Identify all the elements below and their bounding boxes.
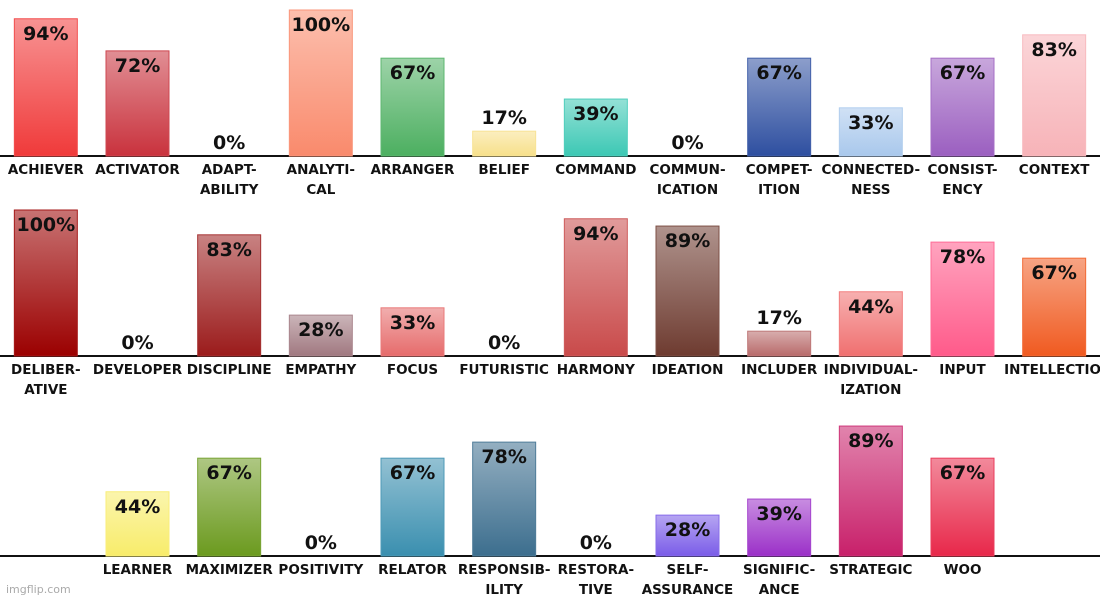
- x-tick-label: MAXIMIZER: [185, 562, 273, 578]
- value-label: 44%: [848, 296, 893, 318]
- x-tick-label: FOCUS: [386, 362, 439, 378]
- bar: [197, 234, 262, 357]
- x-tick-label: STRATEGIC: [829, 562, 913, 578]
- value-label: 0%: [305, 532, 337, 554]
- watermark: imgflip.com: [6, 583, 71, 596]
- value-label: 67%: [940, 462, 985, 484]
- bar: [563, 98, 628, 157]
- bar: [930, 57, 995, 157]
- bar: [288, 9, 353, 157]
- x-tick-label: ACHIEVER: [7, 162, 84, 178]
- value-label: 78%: [481, 446, 526, 468]
- x-tick-label: INDIVIDUAL- IZATION: [823, 362, 919, 398]
- bar: [380, 307, 445, 357]
- value-label: 0%: [488, 332, 520, 354]
- value-label: 72%: [115, 55, 160, 77]
- x-tick-label: INCLUDER: [741, 362, 818, 378]
- value-label: 100%: [16, 214, 75, 236]
- value-label: 17%: [481, 107, 526, 129]
- bar: [380, 57, 445, 157]
- x-tick-label: POSITIVITY: [278, 562, 364, 578]
- x-tick-label: EMPATHY: [285, 362, 357, 378]
- bar: [930, 457, 995, 557]
- bar: [472, 130, 537, 157]
- value-label: 94%: [573, 223, 618, 245]
- value-label: 89%: [665, 230, 710, 252]
- bar: [105, 50, 170, 157]
- value-label: 28%: [298, 319, 343, 341]
- value-label: 83%: [1031, 39, 1076, 61]
- value-label: 78%: [940, 246, 985, 268]
- x-tick-label: ANALYTI- CAL: [286, 162, 355, 198]
- value-label: 0%: [671, 132, 703, 154]
- x-tick-label: DELIBER- ATIVE: [11, 362, 81, 398]
- x-tick-label: IDEATION: [651, 362, 724, 378]
- x-tick-label: INTELLECTION: [1004, 362, 1100, 378]
- value-label: 67%: [390, 62, 435, 84]
- x-tick-label: ACTIVATOR: [95, 162, 180, 178]
- x-tick-label: HARMONY: [556, 362, 635, 378]
- value-label: 89%: [848, 430, 893, 452]
- x-tick-label: CONTEXT: [1018, 162, 1090, 178]
- value-label: 33%: [848, 112, 893, 134]
- x-tick-label: DISCIPLINE: [186, 362, 272, 378]
- bar: [655, 225, 720, 357]
- value-label: 100%: [291, 14, 350, 36]
- value-label: 28%: [665, 519, 710, 541]
- bar: [380, 457, 445, 557]
- bar: [472, 441, 537, 557]
- x-tick-label: INPUT: [939, 362, 986, 378]
- value-label: 0%: [213, 132, 245, 154]
- value-label: 17%: [756, 307, 801, 329]
- x-tick-label: ARRANGER: [370, 162, 455, 178]
- bar: [13, 18, 78, 157]
- bar: [838, 291, 903, 357]
- x-tick-label: RELATOR: [378, 562, 447, 578]
- bar: [13, 209, 78, 357]
- x-tick-label: SIGNIFIC- ANCE: [743, 562, 816, 598]
- x-tick-label: COMMUN- ICATION: [649, 162, 726, 198]
- value-label: 33%: [390, 312, 435, 334]
- value-label: 94%: [23, 23, 68, 45]
- bar: [197, 457, 262, 557]
- bar: [288, 314, 353, 357]
- x-tick-label: CONNECTED- NESS: [821, 162, 921, 198]
- bar: [930, 241, 995, 357]
- bar: [655, 514, 720, 557]
- value-label: 67%: [390, 462, 435, 484]
- value-label: 44%: [115, 496, 160, 518]
- value-label: 67%: [940, 62, 985, 84]
- x-tick-label: SELF- ASSURANCE: [641, 562, 734, 598]
- bar: [838, 425, 903, 557]
- bar: [747, 498, 812, 557]
- x-tick-label: ADAPT- ABILITY: [199, 162, 259, 198]
- x-tick-label: DEVELOPER: [92, 362, 183, 378]
- value-label: 39%: [573, 103, 618, 125]
- x-tick-label: FUTURISTIC: [459, 362, 549, 378]
- value-label: 67%: [1031, 262, 1076, 284]
- bar: [105, 491, 170, 557]
- value-label: 0%: [121, 332, 153, 354]
- value-label: 67%: [206, 462, 251, 484]
- bar: [747, 57, 812, 157]
- value-label: 39%: [756, 503, 801, 525]
- x-tick-label: COMPET- ITION: [745, 162, 813, 198]
- x-tick-label: WOO: [943, 562, 982, 578]
- value-label: 67%: [756, 62, 801, 84]
- bar: [563, 218, 628, 357]
- x-tick-label: CONSIST- ENCY: [927, 162, 998, 198]
- bar: [1022, 257, 1087, 357]
- value-label: 83%: [206, 239, 251, 261]
- bar: [747, 330, 812, 357]
- x-tick-label: BELIEF: [478, 162, 530, 178]
- bar: [1022, 34, 1087, 157]
- x-tick-label: LEARNER: [102, 562, 173, 578]
- bar: [838, 107, 903, 157]
- x-tick-label: RESTORA- TIVE: [557, 562, 635, 598]
- x-tick-label: RESPONSIB- ILITY: [457, 562, 551, 598]
- x-tick-label: COMMAND: [555, 162, 637, 178]
- value-label: 0%: [580, 532, 612, 554]
